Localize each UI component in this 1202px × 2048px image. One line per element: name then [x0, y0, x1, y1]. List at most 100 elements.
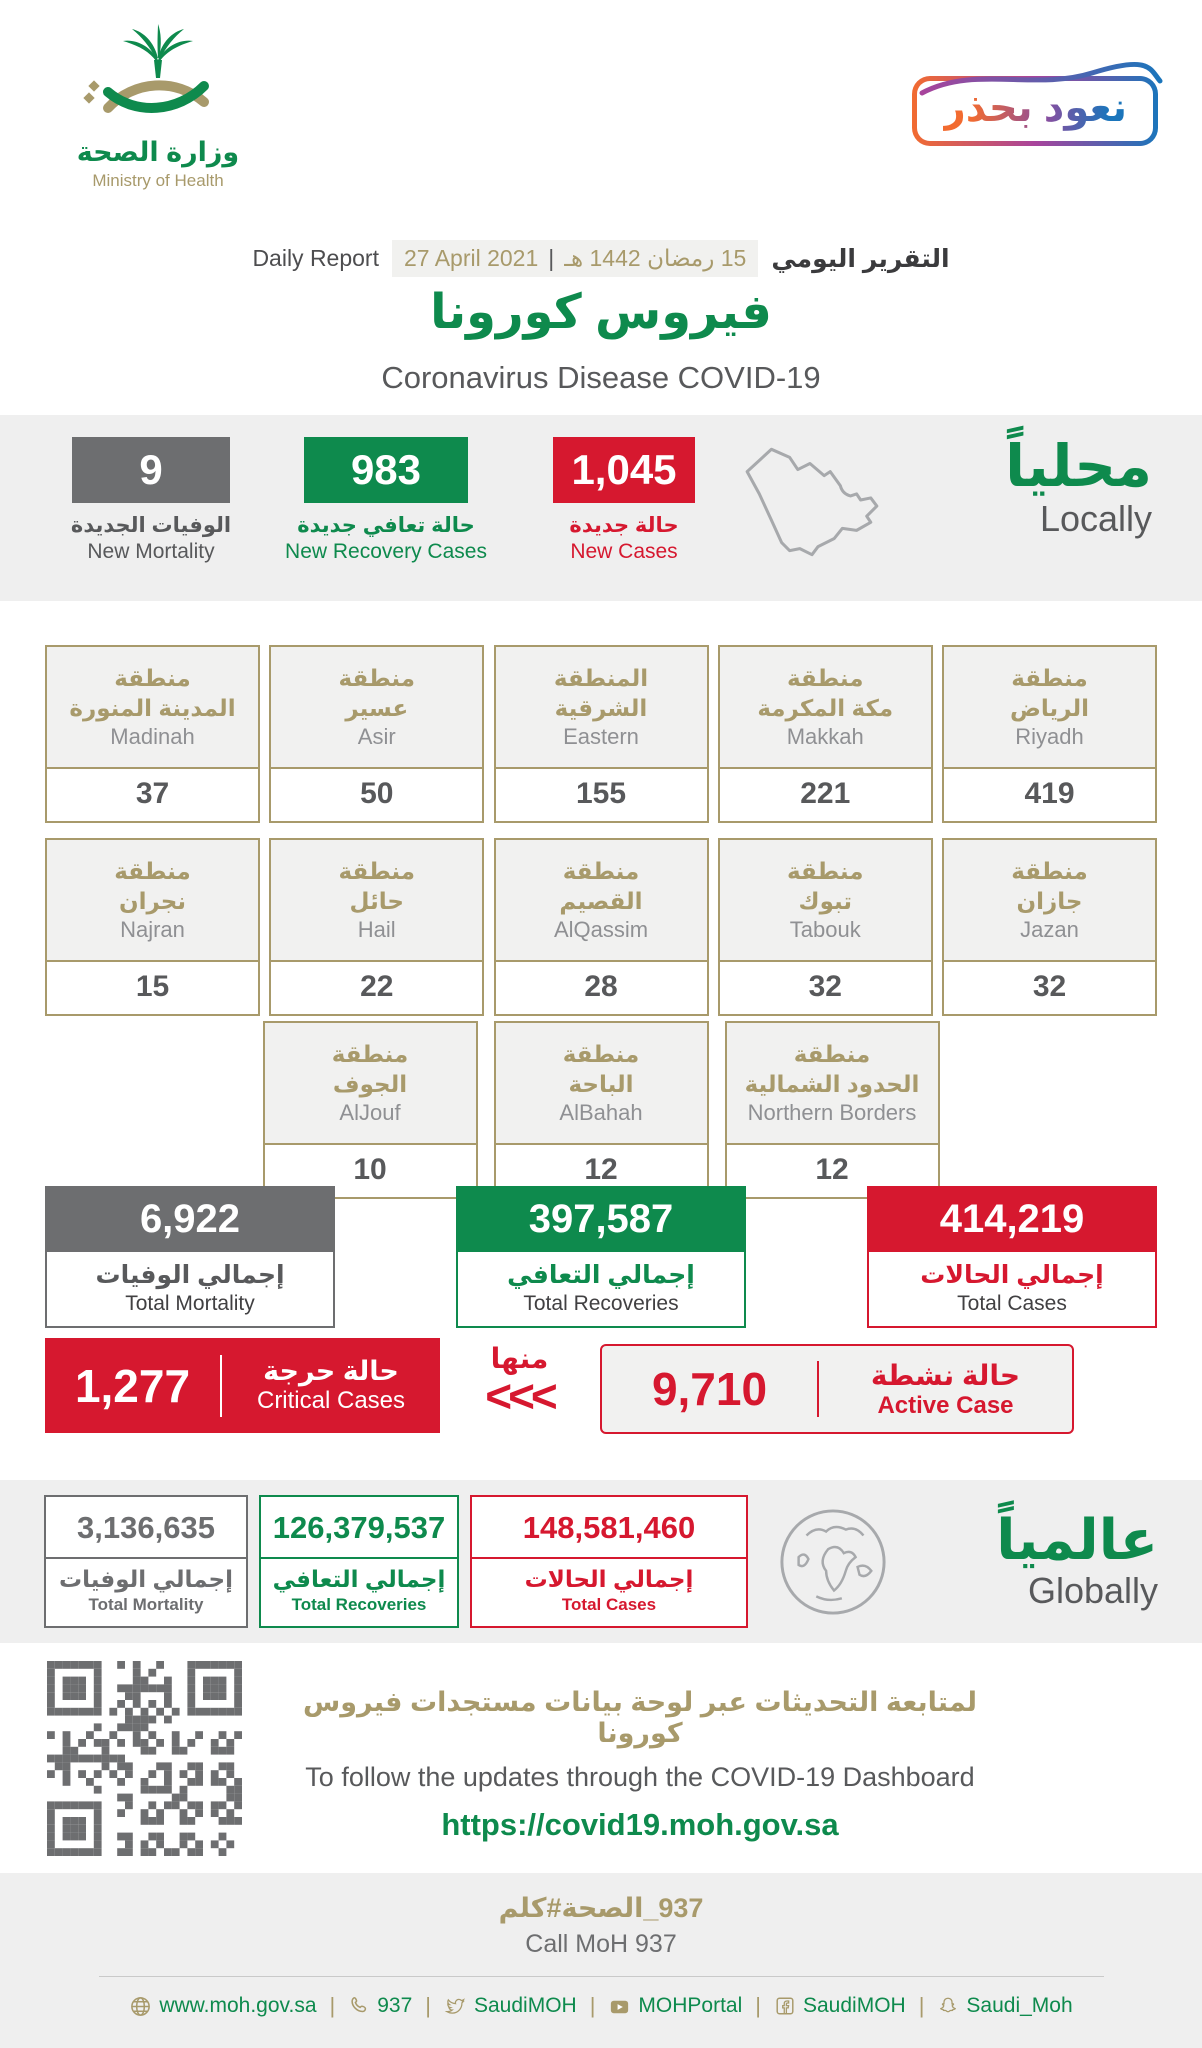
critical-cases-label-english: Critical Cases [256, 1387, 406, 1414]
region-name-arabic: منطقة الحدود الشمالية [744, 1041, 920, 1097]
twitter-icon [444, 1995, 467, 2018]
region-card-najran: منطقة نجران Najran 15 [45, 838, 260, 1016]
dashboard-note-arabic: لمتابعة التحديثات عبر لوحة بيانات مستجدا… [302, 1687, 978, 1748]
return-with-caution-badge: نعود بحذر [911, 62, 1163, 146]
region-name-arabic: منطقة نجران [114, 858, 191, 914]
region-card-jazan: منطقة جازان Jazan 32 [942, 838, 1157, 1016]
footer-link[interactable]: SaudiMOH [444, 1994, 577, 2018]
report-date-gregorian: 27 April 2021 [403, 245, 539, 271]
region-card-madinah: منطقة المدينة المنورة Madinah 37 [45, 645, 260, 823]
active-cases-label-english: Active Case [877, 1391, 1014, 1419]
region-name-arabic: منطقة الباحة [562, 1041, 640, 1097]
footer-links: www.moh.gov.sa | 937 | SaudiMOH | MOHPor… [0, 1993, 1202, 2019]
region-card-header: منطقة القصيم AlQassim [495, 840, 707, 962]
region-card-header: منطقة نجران Najran [47, 840, 258, 962]
region-row: منطقة المدينة المنورة Madinah 37 منطقة عسي… [0, 645, 1202, 823]
stat-value: 983 [304, 437, 468, 503]
region-card-makkah: منطقة مكة المكرمة Makkah 221 [717, 645, 933, 823]
region-card-header: منطقة الباحة AlBahah [495, 1023, 707, 1145]
region-card-alqassim: منطقة القصيم AlQassim 28 [493, 838, 709, 1016]
region-name-english: Riyadh [1015, 723, 1084, 749]
footer-link[interactable]: MOHPortal [608, 1994, 742, 2018]
stat-label-english: New Recovery Cases [285, 540, 487, 563]
critical-cases-label-arabic: حالة حرجة [263, 1356, 399, 1386]
region-name-english: Najran [120, 916, 185, 942]
dashboard-section: لمتابعة التحديثات عبر لوحة بيانات مستجدا… [0, 1643, 1202, 1873]
region-card-header: منطقة الجوف AlJouf [264, 1023, 476, 1145]
moh-logo-title-arabic: وزارة الصحة [76, 137, 240, 167]
total-stat-box: 6,922 إجمالي الوفيات Total Mortality [45, 1186, 335, 1328]
critical-active-row: 1,277 حالة حرجة Critical Cases منها <<< … [0, 1338, 1202, 1440]
critical-cases-value: 1,277 [74, 1359, 191, 1412]
region-new-cases-value: 155 [495, 769, 707, 821]
region-name-english: Makkah [786, 723, 864, 749]
dashboard-url-link[interactable]: https://covid19.moh.gov.sa [441, 1807, 839, 1842]
globally-title: عالمياً Globally [996, 1508, 1158, 1612]
chevrons-icon: <<< [485, 1370, 558, 1422]
footer-link[interactable]: Saudi_Moh [937, 1994, 1073, 2018]
globally-title-english: Globally [1027, 1569, 1158, 1611]
region-name-arabic: منطقة الرياض [1009, 665, 1090, 721]
global-value: 148,581,460 [472, 1497, 746, 1559]
global-value: 3,136,635 [46, 1497, 246, 1559]
region-name-arabic: منطقة القصيم [559, 858, 643, 914]
region-new-cases-value: 37 [47, 769, 258, 821]
saudi-arabia-map-icon [745, 447, 879, 557]
footer-separator: | [755, 1993, 761, 2018]
of-which-indicator: منها <<< [462, 1342, 577, 1419]
region-name-arabic: منطقة المدينة المنورة [69, 665, 236, 721]
region-name-english: AlJouf [339, 1099, 401, 1125]
region-name-arabic: منطقة حائل [338, 858, 416, 914]
daily-report-arabic: التقرير اليومي [771, 244, 950, 273]
globally-title-arabic: عالمياً [996, 1508, 1158, 1572]
region-card-header: منطقة تبوك Tabouk [719, 840, 931, 962]
facebook-icon [774, 1995, 796, 2017]
call-part: الصحة [561, 1893, 644, 1923]
region-card-header: منطقة مكة المكرمة Makkah [719, 647, 931, 769]
badge-label: نعود بحذر [942, 86, 1127, 130]
footer-link-label: 937 [377, 1994, 413, 2017]
total-labels: إجمالي الحالات Total Cases [867, 1252, 1157, 1328]
stat-label-english: New Cases [570, 540, 678, 563]
global-label-english: Total Mortality [88, 1595, 204, 1614]
local-totals: 6,922 إجمالي الوفيات Total Mortality 397… [0, 1186, 1202, 1328]
region-name-arabic: المنطقة الشرقية [553, 665, 649, 721]
locally-title-arabic: محلياً [1005, 434, 1152, 499]
active-cases-value: 9,710 [651, 1363, 768, 1415]
page-title-english: Coronavirus Disease COVID-19 [381, 360, 821, 395]
locally-stat-new-recovery-cases: 983 حالة تعافي جديدة New Recovery Cases [277, 437, 495, 564]
region-card-header: منطقة جازان Jazan [944, 840, 1155, 962]
region-row: منطقة الجوف AlJouf 10 منطقة الباحة AlBahah… [0, 1021, 1202, 1199]
region-row: منطقة نجران Najran 15 منطقة حائل Hail 22 م… [0, 838, 1202, 1016]
locally-stat-new-mortality: 9 الوفيات الجديدة New Mortality [55, 437, 247, 564]
region-card-tabouk: منطقة تبوك Tabouk 32 [717, 838, 933, 1016]
footer-divider [98, 1976, 1104, 1977]
region-name-english: Madinah [110, 723, 195, 749]
region-name-arabic: منطقة الجوف [331, 1041, 409, 1097]
divider [817, 1361, 819, 1417]
global-label-arabic: إجمالي الوفيات [59, 1566, 233, 1592]
globe-icon [129, 1995, 152, 2018]
report-date: 27 April 2021 | 15 رمضان 1442 هـ [391, 240, 759, 277]
total-stat-box: 414,219 إجمالي الحالات Total Cases [867, 1186, 1157, 1328]
footer-link[interactable]: SaudiMOH [774, 1994, 906, 2018]
region-card-header: المنطقة الشرقية Eastern [495, 647, 707, 769]
moh-logo-title-english: Ministry of Health [92, 171, 224, 190]
footer-link-label: SaudiMOH [473, 1994, 577, 2017]
region-card-hail: منطقة حائل Hail 22 [269, 838, 485, 1016]
footer-separator: | [425, 1993, 431, 2018]
footer-link[interactable]: 937 [348, 1994, 412, 2018]
call-part: # [546, 1893, 562, 1923]
divider [220, 1354, 222, 1417]
dashboard-note-english: To follow the updates through the COVID-… [305, 1762, 975, 1792]
footer-link[interactable]: www.moh.gov.sa [129, 1994, 317, 2018]
footer-separator: | [329, 1993, 336, 2018]
global-labels: إجمالي الحالات Total Cases [472, 1559, 746, 1626]
region-card-albahah: منطقة الباحة AlBahah 12 [493, 1021, 709, 1199]
region-new-cases-value: 32 [719, 962, 931, 1014]
snapchat-icon [937, 1995, 959, 2017]
global-totals: 3,136,635 إجمالي الوفيات Total Mortality… [44, 1495, 759, 1628]
active-cases-label-arabic: حالة نشطة [870, 1359, 1021, 1391]
region-card-header: منطقة حائل Hail [271, 840, 483, 962]
global-label-arabic: إجمالي التعافي [272, 1566, 446, 1592]
